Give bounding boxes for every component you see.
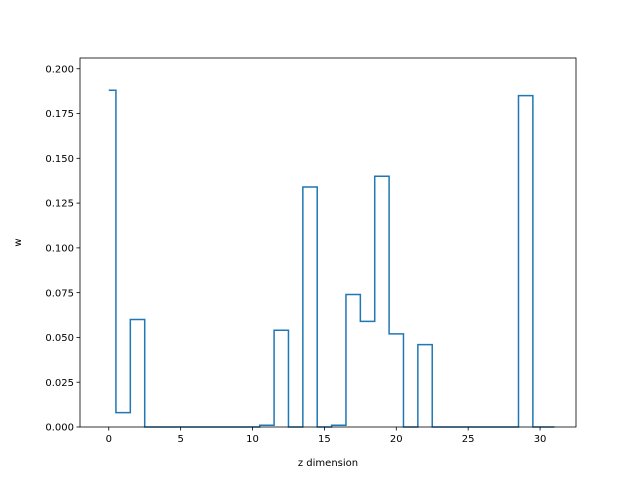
- y-tick-label: 0.050: [45, 333, 74, 344]
- y-tick-label: 0.125: [45, 199, 74, 210]
- x-tick-label: 20: [390, 434, 403, 445]
- y-tick-label: 0.200: [45, 64, 74, 75]
- x-tick-label: 15: [318, 434, 331, 445]
- y-tick-label: 0.025: [45, 378, 74, 389]
- y-tick-label: 0.100: [45, 243, 74, 254]
- y-tick-label: 0.175: [45, 109, 74, 120]
- series-layer: [108, 89, 555, 428]
- y-axis-label: w: [13, 238, 24, 246]
- y-tick-label: 0.075: [45, 288, 74, 299]
- x-axis-label: z dimension: [298, 458, 358, 469]
- y-tick-label: 0.000: [45, 423, 74, 434]
- y-axis: 0.000 0.025 0.050 0.075 0.100 0.125 0.150 0.175…: [45, 64, 80, 434]
- y-tick-label: 0.150: [45, 154, 74, 165]
- x-tick-label: 5: [177, 434, 183, 445]
- x-tick-label: 10: [246, 434, 259, 445]
- x-tick-label: 30: [534, 434, 547, 445]
- series-line-0: [108, 89, 555, 428]
- x-tick-label: 0: [106, 434, 112, 445]
- x-tick-label: 25: [462, 434, 475, 445]
- plot-frame: [79, 57, 577, 428]
- x-axis: 0 5 10 15 20 25 30: [106, 427, 547, 445]
